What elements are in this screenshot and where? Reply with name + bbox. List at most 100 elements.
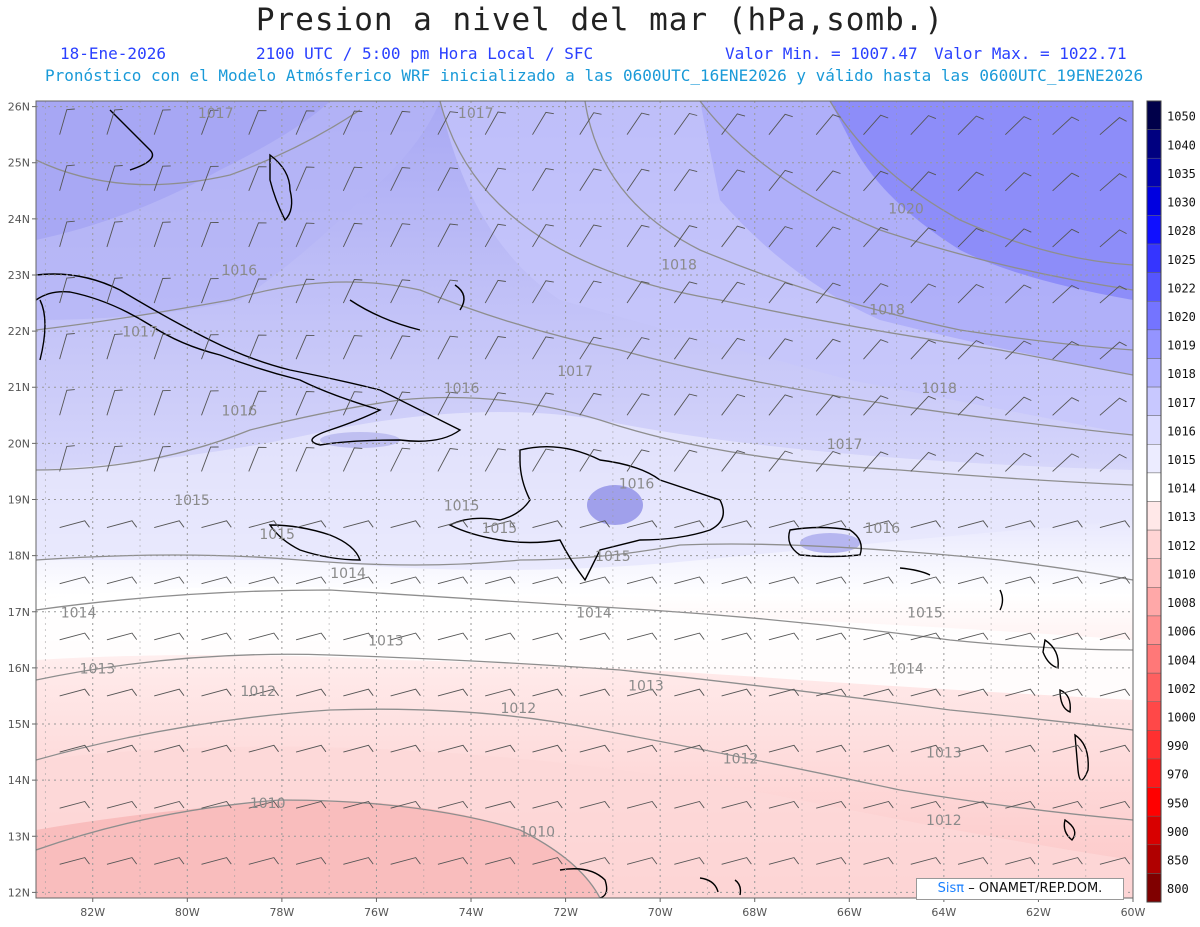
lat-label: 22N [8, 325, 30, 338]
lon-label: 80W [175, 906, 200, 919]
contour-label: 1013 [368, 633, 404, 649]
legend-label: 800 [1167, 882, 1189, 896]
contour-label: 1014 [576, 605, 612, 621]
legend-label: 900 [1167, 825, 1189, 839]
legend-label: 1002 [1167, 682, 1196, 696]
valid-date: 18-Ene-2026 [60, 44, 166, 63]
legend-label: 1028 [1167, 224, 1196, 238]
contour-label: 1014 [330, 566, 366, 582]
legend-swatch [1146, 129, 1162, 159]
forecast-info: Pronóstico con el Modelo Atmósferico WRF… [45, 66, 1144, 85]
legend-label: 1006 [1167, 625, 1196, 639]
legend-label: 1030 [1167, 196, 1196, 210]
legend-swatch [1146, 615, 1162, 645]
lat-label: 20N [8, 437, 30, 450]
contour-label: 1015 [259, 527, 295, 543]
lon-label: 82W [80, 906, 105, 919]
legend-label: 1016 [1167, 424, 1196, 438]
lat-label: 24N [8, 213, 30, 226]
legend-label: 1040 [1167, 138, 1196, 152]
lat-label: 18N [8, 550, 30, 563]
lon-label: 74W [459, 906, 484, 919]
contour-label: 1016 [444, 381, 480, 397]
contour-label: 1016 [619, 476, 655, 492]
lon-label: 68W [742, 906, 767, 919]
sispi-logo: Sisπ [937, 881, 965, 896]
contour-label: 1016 [222, 403, 258, 419]
legend-label: 1019 [1167, 339, 1196, 353]
lat-label: 26N [8, 101, 30, 114]
contour-labels: 1017 1017 1020 1018 1018 1016 1017 1017 1016 1016… [61, 106, 962, 840]
lat-label: 16N [8, 662, 30, 675]
contour-label: 1018 [921, 381, 957, 397]
contour-label: 1014 [888, 661, 924, 677]
lon-label: 72W [553, 906, 578, 919]
legend-label: 950 [1167, 796, 1189, 810]
lat-label: 23N [8, 269, 30, 282]
credit-text: – ONAMET/REP.DOM. [968, 881, 1103, 896]
legend-label: 1022 [1167, 281, 1196, 295]
contour-label: 1017 [557, 364, 593, 380]
lat-label: 17N [8, 606, 30, 619]
max-value: Valor Max. = 1022.71 [934, 44, 1127, 63]
contour-label: 1014 [61, 605, 97, 621]
contour-label: 1012 [500, 701, 536, 717]
legend-swatch [1146, 730, 1162, 760]
page-title: Presion a nivel del mar (hPa,somb.) [255, 2, 945, 38]
legend-swatch [1146, 272, 1162, 302]
pressure-field [36, 101, 1133, 898]
contour-label: 1015 [595, 549, 631, 565]
contour-label: 1016 [865, 521, 901, 537]
lon-label: 70W [648, 906, 673, 919]
legend-label: 1013 [1167, 510, 1196, 524]
legend-label: 1014 [1167, 482, 1196, 496]
legend-swatch [1146, 386, 1162, 416]
contour-label: 1017 [458, 106, 494, 122]
lat-label: 19N [8, 494, 30, 507]
contour-label: 1017 [198, 106, 234, 122]
legend-label: 1050 [1167, 110, 1196, 124]
legend-label: 990 [1167, 739, 1189, 753]
contour-label: 1020 [888, 201, 924, 217]
legend-swatch [1146, 472, 1162, 502]
pressure-legend: 1050 1040 1035 1030 1028 1025 1022 1020 1019 1018… [1146, 100, 1196, 903]
contour-label: 1012 [926, 813, 962, 829]
lon-label: 64W [931, 906, 956, 919]
legend-swatch [1146, 501, 1162, 531]
contour-label: 1010 [519, 824, 555, 840]
legend-swatch [1146, 644, 1162, 674]
contour-label: 1016 [222, 263, 258, 279]
legend-swatch [1146, 329, 1162, 359]
lat-label: 15N [8, 718, 30, 731]
legend-swatch [1146, 157, 1162, 188]
legend-swatch [1146, 186, 1162, 216]
lon-label: 62W [1026, 906, 1051, 919]
lat-label: 13N [8, 830, 30, 843]
legend-label: 1012 [1167, 539, 1196, 553]
legend-swatch [1146, 787, 1162, 817]
legend-swatch [1146, 529, 1162, 559]
lat-label: 14N [8, 774, 30, 787]
lon-label: 60W [1121, 906, 1146, 919]
legend-label: 1020 [1167, 310, 1196, 324]
contour-label: 1018 [869, 302, 905, 318]
legend-swatch [1146, 558, 1162, 588]
lon-label: 76W [364, 906, 389, 919]
legend-label: 1018 [1167, 367, 1196, 381]
legend-label: 1008 [1167, 596, 1196, 610]
contour-label: 1013 [926, 746, 962, 762]
legend-swatch [1146, 701, 1162, 731]
legend-label: 1035 [1167, 167, 1196, 181]
contour-label: 1015 [174, 493, 210, 509]
min-value: Valor Min. = 1007.47 [725, 44, 918, 63]
valid-time: 2100 UTC / 5:00 pm Hora Local / SFC [256, 44, 594, 63]
legend-swatch [1146, 243, 1162, 273]
legend-label: 1015 [1167, 453, 1196, 467]
lon-label: 78W [269, 906, 294, 919]
legend-swatch [1146, 844, 1162, 874]
legend-swatch [1146, 444, 1162, 474]
lat-label: 21N [8, 381, 30, 394]
legend-label: 1017 [1167, 396, 1196, 410]
legend-swatch [1146, 358, 1162, 388]
